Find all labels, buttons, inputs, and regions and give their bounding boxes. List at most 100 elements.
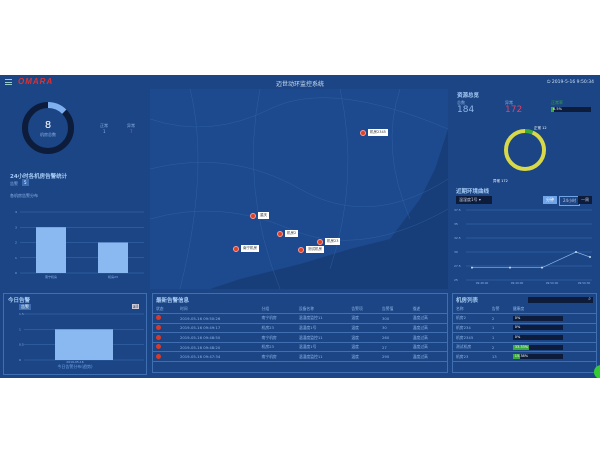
alarm24-chart: 0 1 2 3 4 南宁机房 机房23 — [15, 210, 144, 279]
table-cell: 2019-05-16 09:49:17 — [176, 323, 259, 334]
x-tick-label: 09:50:00 — [546, 281, 559, 285]
marker-icon — [250, 212, 256, 219]
search-icon[interactable]: ⌕ — [588, 296, 591, 302]
room-total: 8 — [44, 120, 52, 131]
chat-button[interactable] — [594, 365, 600, 378]
res-rate-label: 正常率 — [551, 100, 563, 105]
res-rate-bar: 6.5% — [551, 107, 591, 112]
room-alarms: 1 — [488, 323, 510, 334]
column-header: 描述 — [409, 304, 447, 315]
table-cell: 300 — [379, 313, 410, 324]
alarm24-filter[interactable]: 5 — [22, 179, 29, 186]
y-tick-label: 37.5 — [454, 208, 461, 212]
today-title: 今日告警 — [8, 298, 31, 304]
map-marker[interactable]: 机房2 — [277, 230, 299, 237]
range-week[interactable]: 一周 — [578, 196, 592, 204]
health-bar: 0% — [512, 335, 563, 341]
y-tick-label: 1 — [19, 327, 21, 331]
bar — [55, 329, 113, 360]
map[interactable]: 机房2345 重庆 南宁机房 机房2 测试机房 机房23 — [150, 89, 448, 289]
map-marker[interactable]: 测试机房 — [298, 246, 324, 253]
table-row[interactable]: 2019-05-16 09:47:34 南宁机房 温湿度监控11 温度 290 温度过高 — [153, 351, 447, 363]
table-cell: 2019-05-16 09:47:34 — [176, 351, 259, 363]
health-value: 0% — [514, 315, 521, 320]
column-header: 名称 — [453, 304, 489, 315]
logo: OMARA — [18, 77, 54, 86]
map-marker[interactable]: 机房2345 — [360, 129, 388, 136]
table-cell: 机房23 — [258, 323, 296, 334]
room-search-input[interactable]: ⌕ — [528, 296, 593, 303]
normal-label: 正常 — [100, 123, 108, 128]
table-cell: 温度过高 — [409, 342, 447, 353]
table-cell: 温湿度监控11 — [295, 351, 349, 363]
room-count-ring — [22, 102, 74, 154]
room-alarms: 2 — [488, 313, 510, 324]
y-tick-label: 1 — [15, 256, 17, 260]
room-name: 机房2345 — [453, 332, 489, 343]
table-row[interactable]: 机房23 13 15.38% — [453, 351, 596, 363]
today-legend[interactable]: 告警 — [19, 304, 31, 310]
alarm24-subtitle: 各机房告警分布 — [10, 193, 38, 198]
device-select[interactable]: 温湿度1号 ▾ — [456, 196, 492, 204]
table-cell: 南宁机房 — [258, 332, 296, 343]
y-tick-label: 0 — [19, 358, 21, 362]
table-cell: 南宁机房 — [258, 351, 296, 363]
res-abnormal-label: 异常 — [505, 100, 513, 105]
room-name: 机房23 — [453, 351, 489, 363]
res-abnormal: 172 — [505, 105, 523, 115]
marker-label: 机房23 — [325, 238, 341, 245]
status-cell — [153, 332, 177, 343]
table-row[interactable]: 机房2 2 0% — [453, 313, 596, 324]
abnormal-label: 异常 — [127, 123, 135, 128]
y-tick-label: 35 — [454, 222, 458, 226]
room-alarms: 13 — [488, 351, 510, 363]
table-cell: 温湿度1号 — [295, 323, 349, 334]
donut-label-normal: 正常 12 — [534, 126, 547, 130]
alarm-list-title: 最新告警信息 — [156, 298, 190, 304]
map-background — [150, 89, 448, 289]
page-title: 迈世动环监控系统 — [275, 81, 324, 88]
menu-icon[interactable] — [5, 79, 12, 85]
y-tick-label: 32.5 — [454, 236, 461, 240]
marker-icon — [317, 238, 323, 245]
marker-label: 机房2345 — [368, 129, 388, 136]
table-row[interactable]: 测试机房 2 33.33% — [453, 342, 596, 353]
health-value: 0% — [514, 335, 521, 340]
table-cell: 30 — [379, 323, 410, 334]
health-value: 33.33% — [514, 344, 529, 349]
alarm-list-panel: 最新告警信息 状态 时间 分组 设备名称 告警项 告警值 描述 2019-05-16 09:5… — [152, 293, 448, 373]
table-row[interactable]: 机房2345 1 0% — [453, 332, 596, 343]
table-row[interactable]: 2019-05-16 09:49:17 机房23 温湿度1号 温度 30 温度过高 — [153, 323, 447, 334]
marker-label: 重庆 — [258, 212, 269, 219]
room-alarms: 1 — [488, 332, 510, 343]
table-header: 状态 时间 分组 设备名称 告警项 告警值 描述 — [153, 304, 447, 315]
table-row[interactable]: 2019-05-16 09:50:26 南宁机房 温湿度监控11 温度 300 温度过高 — [153, 313, 447, 324]
table-row[interactable]: 2019-05-16 09:48:20 机房23 温湿度1号 温度 27 温度过高 — [153, 342, 447, 353]
table-row[interactable]: 机房234 1 0% — [453, 323, 596, 334]
map-marker[interactable]: 重庆 — [250, 212, 269, 219]
today-chart: 0 0.5 1 1.5 — [19, 312, 144, 362]
table-cell: 温度 — [348, 332, 379, 343]
y-tick-label: 2 — [15, 241, 17, 245]
room-list-title: 机房列表 — [456, 298, 479, 304]
dashboard: OMARA 迈世动环监控系统 ⏻ 2019-5-16 9:50:34 8 机房总… — [0, 75, 600, 378]
res-rate: 6.5% — [553, 107, 562, 111]
time-text: 2019-5-16 9:50:34 — [551, 80, 594, 85]
range-minute[interactable]: 分钟 — [543, 196, 557, 204]
table-cell: 温湿度1号 — [295, 342, 349, 353]
status-cell — [153, 351, 177, 363]
table-cell: 2019-05-16 09:50:26 — [176, 313, 259, 324]
room-list-panel: 机房列表 ⌕ 名称 告警 健康度 机房2 2 0% 机房234 1 0% 机房2345 1 0% 测试机… — [452, 293, 597, 373]
status-cell — [153, 323, 177, 334]
alarm-table: 状态 时间 分组 设备名称 告警项 告警值 描述 2019-05-16 09:50:26 南宁机… — [153, 304, 447, 363]
today-footer: 今日告警分布(趋势) — [57, 364, 93, 369]
map-marker[interactable]: 南宁机房 — [233, 245, 259, 252]
table-cell: 温湿度监控11 — [295, 332, 349, 343]
today-toggle[interactable]: all — [132, 304, 139, 309]
room-alarms: 2 — [488, 342, 510, 353]
table-row[interactable]: 2019-05-16 09:48:50 南宁机房 温湿度监控11 温度 260 温度过高 — [153, 332, 447, 343]
map-marker[interactable]: 机房23 — [317, 238, 341, 245]
health-value: 0% — [514, 325, 521, 330]
clock: ⏻ 2019-5-16 9:50:34 — [546, 80, 594, 85]
health-value: 15.38% — [514, 354, 529, 359]
